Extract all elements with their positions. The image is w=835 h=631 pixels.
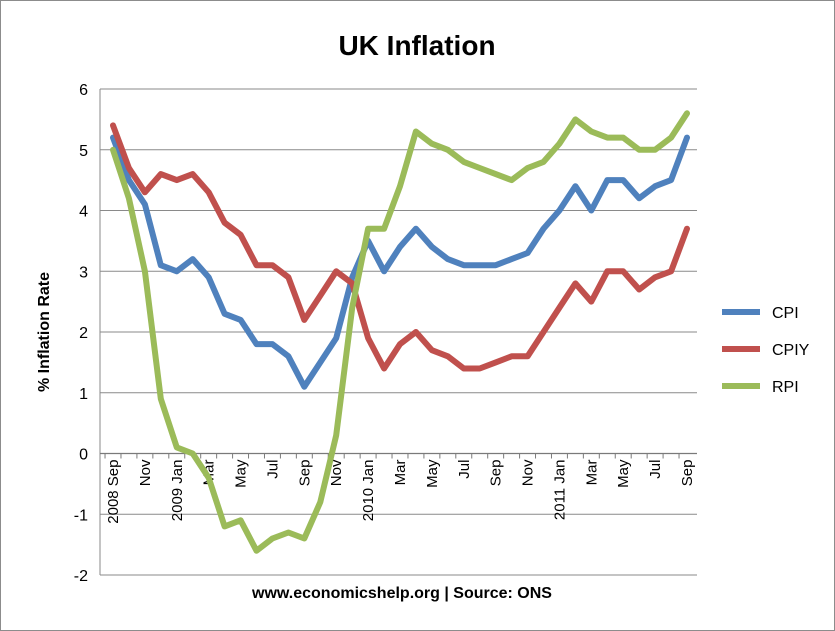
x-tick-label: Nov xyxy=(328,459,345,486)
series-lines xyxy=(110,110,690,554)
y-tick-labels: -2 -1 0 1 2 3 4 5 6 xyxy=(74,82,88,585)
y-tick-label: -1 xyxy=(74,507,88,524)
gridlines xyxy=(100,88,697,576)
legend-label-cpi: CPI xyxy=(772,305,799,322)
y-tick-label: 3 xyxy=(79,264,88,281)
x-tick-label: Jul xyxy=(647,460,664,479)
x-tick-label: Sep xyxy=(488,460,505,487)
y-tick-label: 2 xyxy=(79,325,88,342)
x-tick-label: Mar xyxy=(583,460,600,486)
x-tick-label: Nov xyxy=(520,459,537,486)
legend-label-rpi: RPI xyxy=(772,379,799,396)
x-tick-label: 2011 Jan xyxy=(551,460,568,521)
x-tick-label: Sep xyxy=(679,460,696,487)
x-axis-label: www.economicshelp.org | Source: ONS xyxy=(251,585,552,602)
legend-label-cpiy: CPIY xyxy=(772,342,810,359)
x-tick-label: May xyxy=(424,459,441,488)
x-tick-labels: 2008 Sep Nov 2009 Jan Mar May Jul Sep Nov 2010 J… xyxy=(105,459,696,524)
x-tick-label: 2009 Jan xyxy=(169,460,186,522)
y-tick-label: 6 xyxy=(79,82,88,99)
x-tick-label: 2010 Jan xyxy=(360,460,377,522)
chart-title: UK Inflation xyxy=(338,30,495,61)
x-tick-label: Jul xyxy=(264,460,281,479)
y-axis-label: % Inflation Rate xyxy=(36,272,53,392)
series-line-cpiy xyxy=(110,122,690,372)
x-tick-label: Mar xyxy=(392,460,409,486)
x-tick-label: 2008 Sep xyxy=(105,460,122,524)
series-line-cpi xyxy=(110,134,690,390)
y-tick-label: -2 xyxy=(74,568,88,585)
series-line-rpi xyxy=(110,110,690,554)
x-tick-label: May xyxy=(615,459,632,488)
legend: CPI CPIY RPI xyxy=(722,305,810,396)
x-tick-label: Mar xyxy=(201,460,218,486)
x-tick-label: Nov xyxy=(137,459,154,486)
y-tick-label: 5 xyxy=(79,143,88,160)
y-tick-label: 0 xyxy=(79,447,88,464)
x-tick-label: Jul xyxy=(456,460,473,479)
y-tick-label: 1 xyxy=(79,386,88,403)
axes xyxy=(99,89,697,575)
x-tick-label: Sep xyxy=(296,460,313,487)
x-tick-label: May xyxy=(233,459,250,488)
y-tick-label: 4 xyxy=(79,204,88,221)
